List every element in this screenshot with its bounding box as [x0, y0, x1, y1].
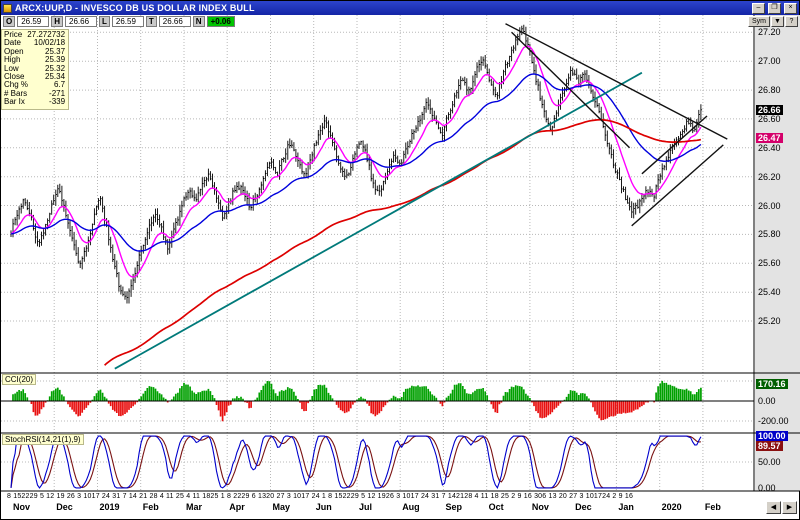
quote-field-value: 26.59	[111, 16, 144, 27]
inspector-value: 10/02/18	[33, 38, 66, 48]
inspector-value: 25.34	[45, 72, 66, 82]
inspector-label: Bar Ix	[4, 97, 25, 107]
inspector-value: 27.272732	[27, 30, 66, 39]
x-axis-month-label: Dec	[56, 502, 73, 512]
scroll-right-button[interactable]: ▶	[782, 501, 797, 514]
x-axis-month-label: Feb	[142, 502, 159, 512]
quote-field-label: O	[3, 16, 16, 27]
inspector-label: Chg %	[4, 80, 29, 90]
quote-field-value: 26.66	[65, 16, 98, 27]
quote-field-label: N	[192, 16, 205, 27]
x-axis-month-label: Apr	[229, 502, 245, 512]
x-axis-month-label: Aug	[402, 502, 420, 512]
x-axis-month-label: 2020	[661, 502, 682, 512]
inspector-row: Chg % 6.7	[4, 80, 66, 90]
quote-field-value: 26.66	[158, 16, 191, 27]
scroll-buttons: ◀ ▶	[766, 501, 797, 514]
price-axis-strip	[755, 15, 800, 491]
inspector-row: Price 27.272732	[4, 30, 66, 39]
cci-pane-label: CCI(20)	[2, 374, 37, 385]
inspector-label: Low	[4, 63, 19, 73]
inspector-value: 6.7	[53, 80, 66, 90]
quote-field-label: H	[51, 16, 64, 27]
x-axis-month-label: Oct	[488, 502, 504, 512]
inspector-label: # Bars	[4, 88, 28, 98]
inspector-label: Open	[4, 46, 24, 56]
close-button[interactable]: ×	[784, 2, 797, 14]
inspector-value: 25.39	[45, 55, 66, 65]
inspector-label: Date	[4, 38, 21, 48]
inspector-row: Open 25.37	[4, 46, 66, 56]
inspector-row: Close 25.34	[4, 72, 66, 82]
inspector-label: Close	[4, 72, 25, 82]
window-title: ARCX:UUP,D - INVESCO DB US DOLLAR INDEX …	[15, 3, 255, 13]
minimize-button[interactable]: –	[752, 2, 765, 14]
x-axis-month-label: Jan	[618, 502, 634, 512]
x-axis-month-label: 2019	[99, 502, 120, 512]
app-icon	[3, 3, 12, 13]
x-axis-month-label: Jun	[315, 502, 332, 512]
help-button[interactable]: ?	[785, 16, 798, 27]
inspector-row: Date 10/02/18	[4, 38, 66, 48]
x-axis-month-label: Dec	[575, 502, 592, 512]
inspector-label: Price	[4, 30, 23, 39]
quote-field-label: T	[145, 16, 157, 27]
x-axis-month-label: Feb	[704, 502, 721, 512]
quote-field-value: 26.59	[17, 16, 50, 27]
inspector-row: # Bars -271	[4, 88, 66, 98]
inspector-row: Low 25.32	[4, 63, 66, 73]
x-axis-month-label: Mar	[185, 502, 202, 512]
inspector-value: 25.37	[45, 46, 66, 56]
maximize-button[interactable]: ❐	[768, 2, 781, 14]
inspector-row: Bar Ix -339	[4, 97, 66, 107]
x-axis-month-label: Nov	[531, 502, 549, 512]
x-axis-month-label: Nov	[13, 502, 31, 512]
inspector-row: High 25.39	[4, 55, 66, 65]
stochrsi-pane-label: StochRSI(14,21(1),9)	[2, 434, 84, 445]
quote-field-label: L	[99, 16, 110, 27]
x-axis-month-label: May	[272, 502, 290, 512]
inspector-value: -271	[49, 88, 66, 98]
inspector-label: High	[4, 55, 21, 65]
inspector-value: -339	[49, 97, 66, 107]
mini-toolbar: Sym ▼ ?	[748, 16, 798, 27]
x-axis-month-label: Sep	[445, 502, 462, 512]
x-axis-day-labels: 8 152229 5 12 19 26 3 1017 24 31 7 14 21…	[7, 493, 634, 500]
quote-row: O 26.59 H 26.66 L 26.59 T 26.66 N +0.06	[3, 16, 235, 27]
dropdown-arrow-icon[interactable]: ▼	[771, 16, 784, 27]
scroll-left-button[interactable]: ◀	[766, 501, 781, 514]
quote-change-value: +0.06	[206, 16, 235, 27]
data-inspector-panel: Price 27.272732 Date 10/02/18 Open 25.37 High 2…	[1, 29, 70, 110]
price-chart-canvas[interactable]	[1, 15, 800, 495]
inspector-value: 25.32	[45, 63, 66, 73]
title-bar[interactable]: ARCX:UUP,D - INVESCO DB US DOLLAR INDEX …	[1, 1, 799, 15]
x-axis-month-label: Jul	[358, 502, 372, 512]
symbol-button[interactable]: Sym	[748, 16, 770, 27]
